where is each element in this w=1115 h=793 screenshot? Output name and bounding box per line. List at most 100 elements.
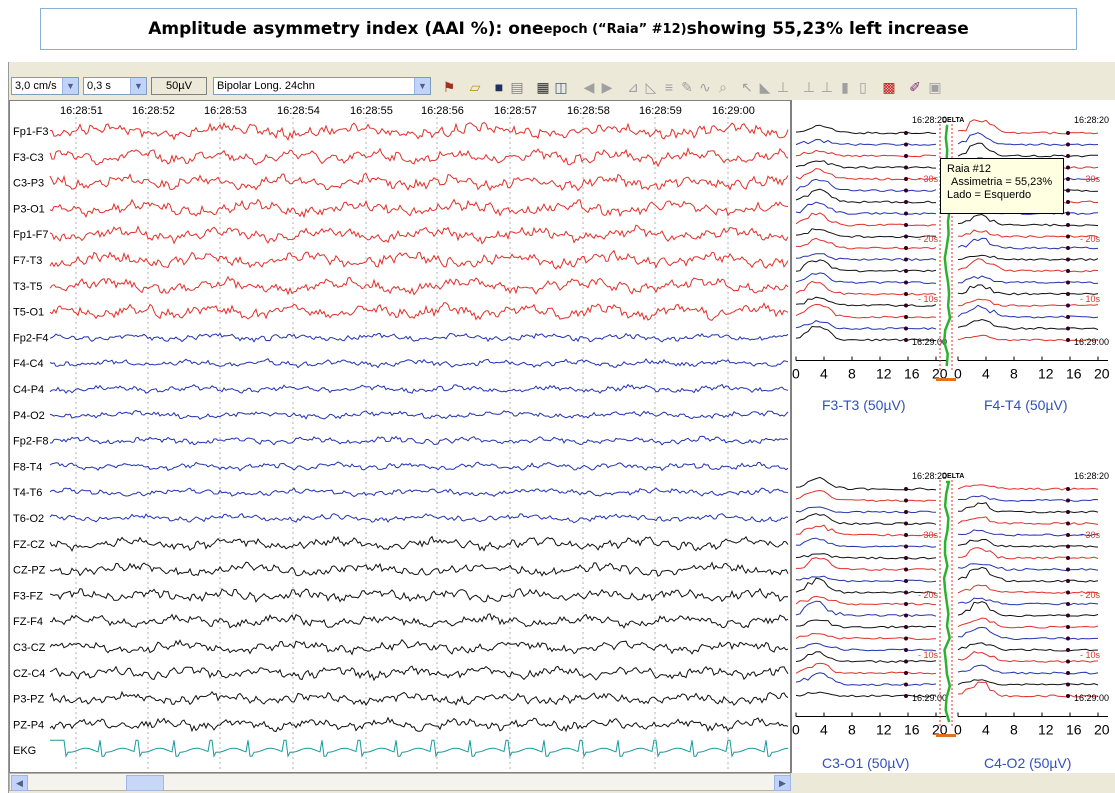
spectrum-line <box>957 651 1099 663</box>
fft-icon[interactable]: ∿ <box>699 79 711 95</box>
eeg-trace <box>49 146 789 168</box>
gain-value: 50µV <box>166 80 192 92</box>
chevron-down-icon[interactable]: ▼ <box>62 78 78 94</box>
chevron-down-icon[interactable]: ▼ <box>414 78 430 94</box>
pages-icon[interactable]: ▯ <box>859 79 867 95</box>
spectrum-line <box>795 524 937 537</box>
peak-marker <box>904 648 908 652</box>
time-label: 16:28:51 <box>60 105 103 117</box>
zoom-icon[interactable]: ⌕ <box>719 79 727 95</box>
peak-marker <box>904 567 908 572</box>
spectral-analysis-panel[interactable]: 0 4 8 12 16 20 16:28:20 16:29:00 - 30s - 20s - 10s… <box>791 100 1115 773</box>
spectrum-line <box>957 318 1099 330</box>
peak-marker <box>1066 326 1070 331</box>
axis-tick-label: 16 <box>904 366 920 382</box>
color-grid-icon[interactable]: ▩ <box>882 79 896 95</box>
peak-marker <box>904 671 908 675</box>
axis-tick-label: 8 <box>1010 366 1018 382</box>
peak-marker <box>1066 567 1070 572</box>
peak-marker <box>1066 188 1070 193</box>
measure-icon[interactable]: ⊿ <box>627 79 639 95</box>
gain-field[interactable]: 50µV <box>151 77 207 95</box>
cursor-icon[interactable]: ↖ <box>741 79 753 95</box>
spectrum-line <box>957 119 1099 135</box>
spectrum-line <box>795 553 937 560</box>
spectrum-line <box>957 563 1099 572</box>
time-scale-mark: - 10s <box>918 294 939 304</box>
save-icon[interactable]: ■ <box>494 79 504 95</box>
spectrum-line <box>795 201 937 216</box>
pen-icon[interactable]: ✎ <box>681 79 693 95</box>
graph-icon[interactable]: ◺ <box>645 79 657 95</box>
filter-icon[interactable]: ≡ <box>664 79 674 95</box>
spectra-svg: 0 4 8 12 16 20 16:28:20 16:29:00 - 30s - 20s - 10s… <box>792 115 1110 738</box>
spectrum-line <box>795 325 937 342</box>
spectrum-line <box>957 484 1099 491</box>
peak-marker <box>904 211 908 216</box>
peak-marker <box>904 326 908 331</box>
axis-tick-label: 8 <box>848 722 856 738</box>
peak-marker <box>1066 211 1070 216</box>
peak-marker <box>1066 177 1070 181</box>
peak-marker <box>904 154 908 158</box>
scroll-left-icon[interactable]: ◀ <box>11 775 28 791</box>
peak-marker <box>904 131 908 135</box>
time-label: 16:28:53 <box>204 105 247 117</box>
channel-label: F3-FZ <box>13 590 43 602</box>
forward-icon[interactable]: ▶ <box>601 79 613 95</box>
print-icon[interactable]: ▦ <box>536 79 550 95</box>
spectrum-start-time: 16:28:20 <box>912 471 947 481</box>
channel-label: PZ-P4 <box>13 719 44 731</box>
peak-marker <box>1066 510 1070 514</box>
peak-marker <box>904 246 908 250</box>
speed-select[interactable]: 3,0 cm/s ▼ <box>11 77 79 95</box>
page-icon[interactable]: ▮ <box>841 79 849 95</box>
spectrum-line <box>795 476 937 491</box>
chevron-down-icon[interactable]: ▼ <box>130 78 146 94</box>
rewind-icon[interactable]: ◀ <box>583 79 595 95</box>
export-icon[interactable]: ▤ <box>510 79 524 95</box>
annotate-icon[interactable]: ✐ <box>909 79 921 95</box>
tooltip-epoch: Raia #12 <box>947 163 992 175</box>
axis-tick-label: 8 <box>848 366 856 382</box>
scroll-right-icon[interactable]: ▶ <box>774 775 791 791</box>
channel-label: EKG <box>13 745 36 757</box>
time-scale-mark: - 20s <box>1080 590 1101 600</box>
print-preview-icon[interactable]: ◫ <box>554 79 568 95</box>
open-folder-icon[interactable]: ▱ <box>469 79 481 95</box>
channel-label: T4-T6 <box>13 487 42 499</box>
spectrum-line <box>795 237 937 250</box>
exit-icon[interactable]: ⚑ <box>442 79 456 95</box>
axis-tick-label: 12 <box>1038 722 1054 738</box>
marker-icon[interactable]: ◣ <box>759 79 771 95</box>
montage-right-icon[interactable]: ⊥ <box>820 79 834 95</box>
split-icon[interactable]: ⊥ <box>776 79 790 95</box>
scroll-thumb[interactable] <box>126 775 164 791</box>
montage-left-icon[interactable]: ⊥ <box>802 79 816 95</box>
spectrum-line <box>795 253 937 262</box>
camera-icon[interactable]: ▣ <box>928 79 942 95</box>
time-scale-mark: - 20s <box>918 234 939 244</box>
spectrum-line <box>957 132 1099 147</box>
eeg-trace <box>49 121 789 142</box>
montage-select[interactable]: Bipolar Long. 24chn ▼ <box>213 77 431 95</box>
channel-label: F7-T3 <box>13 255 42 267</box>
time-constant-value: 0,3 s <box>87 80 111 92</box>
spectrum-line <box>795 138 937 146</box>
spectrum-line <box>795 651 937 663</box>
spectrum-end-time: 16:29:00 <box>1074 337 1109 347</box>
axis-tick-label: 20 <box>932 366 948 382</box>
time-scale-mark: - 30s <box>918 530 939 540</box>
time-constant-select[interactable]: 0,3 s ▼ <box>83 77 147 95</box>
peak-marker <box>1066 154 1070 158</box>
spectrum-line <box>957 304 1099 319</box>
eeg-trace <box>49 198 789 219</box>
eeg-trace-panel[interactable]: 16:28:51 16:28:52 16:28:53 16:28:54 16:28:55… <box>9 100 791 773</box>
spectrum-line <box>795 595 937 606</box>
horizontal-scrollbar[interactable]: ◀ ▶ <box>9 773 791 791</box>
eeg-traces-svg: 16:28:51 16:28:52 16:28:53 16:28:54 16:28:55… <box>13 105 789 769</box>
spectrum-line <box>795 303 937 319</box>
peak-marker <box>1066 487 1070 491</box>
eeg-trace <box>49 224 789 245</box>
peak-marker <box>904 544 908 549</box>
